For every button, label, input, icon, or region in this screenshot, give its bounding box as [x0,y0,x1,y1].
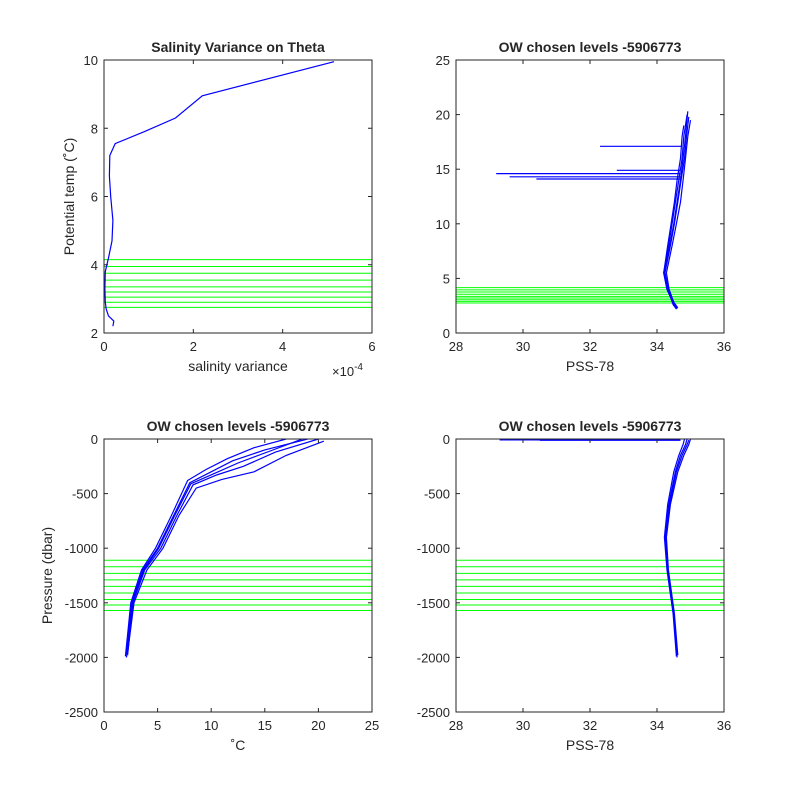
x-exponent-label: ×10-4 [332,362,363,379]
y-tick-label: 4 [91,258,98,273]
y-tick-label: 10 [436,217,450,232]
y-tick-label: 25 [436,53,450,68]
y-tick-label: -2000 [65,650,98,665]
y-tick-label: 0 [443,432,450,447]
x-tick-label: 36 [717,339,731,354]
x-tick-label: 30 [516,718,530,733]
x-tick-label: 34 [650,339,664,354]
y-tick-label: -500 [424,487,450,502]
profile-line [665,120,692,308]
profile-line [665,439,690,655]
profile-line [127,440,325,654]
profile-line [665,439,692,656]
profile-line [663,125,685,309]
y-tick-label: 0 [91,432,98,447]
y-tick-label: -1000 [417,541,450,556]
y-tick-label: -500 [72,487,98,502]
x-tick-label: 0 [100,718,107,733]
panel-theta-vs-salinity: 28 30 32 34 36 0 5 10 15 20 25 OW chosen levels -59… [436,39,732,374]
x-tick-label: 2 [190,339,197,354]
x-tick-label: 25 [365,718,379,733]
x-tick-label: 0 [100,339,107,354]
profile-line [125,439,303,655]
x-tick-label: 6 [368,339,375,354]
x-tick-label: 4 [279,339,286,354]
y-axis-label: Potential temp (˚C) [61,138,77,255]
plot-area [456,111,724,310]
panel-pressure-vs-salinity: 28 30 32 34 36 -2500 -2000 -1500 -1000 -500 0 OW ch… [417,418,731,753]
x-exponent-base: ×10 [332,364,354,379]
y-tick-label: 15 [436,162,450,177]
x-tick-label: 20 [311,718,325,733]
y-tick-label: -2500 [417,705,450,720]
x-tick-label: 36 [717,718,731,733]
plot-area [104,61,372,327]
y-axis-label: Pressure (dbar) [39,527,55,624]
y-tick-label: -1000 [65,541,98,556]
x-tick-label: 15 [258,718,272,733]
y-tick-label: 20 [436,108,450,123]
profile-line [124,439,287,657]
profile-line [663,439,686,657]
chart-title: OW chosen levels -5906773 [147,418,330,434]
panel-pressure-vs-temperature: 0 5 10 15 20 25 -2500 -2000 -1500 -1000 -500 0 OW ch… [39,418,379,753]
y-tick-label: 2 [91,326,98,341]
plot-area [456,439,724,658]
x-tick-label: 28 [449,339,463,354]
x-tick-label: 34 [650,718,664,733]
y-tick-label: 10 [84,53,98,68]
x-tick-label: 28 [449,718,463,733]
x-tick-label: 32 [583,718,597,733]
x-tick-label: 10 [204,718,218,733]
axes-box [455,438,725,713]
y-tick-label: -1500 [417,596,450,611]
x-tick-label: 30 [516,339,530,354]
y-tick-label: -2500 [65,705,98,720]
x-axis-label: PSS-78 [566,737,614,753]
axes-box [103,438,373,713]
x-tick-label: 32 [583,339,597,354]
y-tick-label: -2000 [417,650,450,665]
plot-area [104,439,372,658]
x-exponent-power: -4 [354,362,363,373]
y-tick-label: 8 [91,121,98,136]
x-axis-label: ˚C [231,737,246,753]
chart-title: OW chosen levels -5906773 [499,418,682,434]
x-tick-label: 5 [154,718,161,733]
profile-line [127,439,319,656]
y-tick-label: 5 [443,271,450,286]
chart-title: OW chosen levels -5906773 [499,39,682,55]
profile-line [664,116,690,309]
chart-title: Salinity Variance on Theta [151,39,325,55]
x-axis-label: salinity variance [188,358,288,374]
y-tick-label: 0 [443,326,450,341]
x-axis-label: PSS-78 [566,358,614,374]
y-tick-label: 6 [91,190,98,205]
y-tick-label: -1500 [65,596,98,611]
profile-line [104,61,335,327]
